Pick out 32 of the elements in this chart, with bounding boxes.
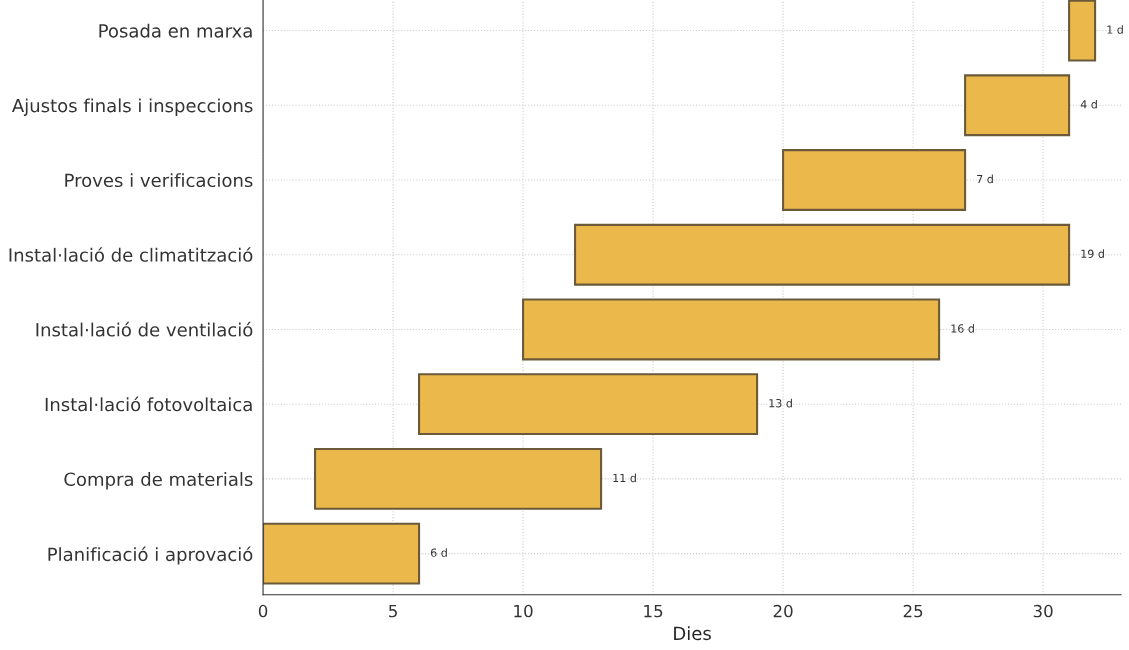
bar bbox=[782, 149, 967, 211]
x-tick-label: 10 bbox=[514, 604, 533, 618]
y-tick-label: Instal·lació de ventilació bbox=[36, 321, 253, 337]
x-axis-title: Dies bbox=[674, 626, 711, 641]
bar bbox=[263, 522, 421, 585]
y-tick-label: Ajustos finals i inspeccions bbox=[11, 98, 253, 116]
bar bbox=[1068, 0, 1097, 62]
data-label: 11 d bbox=[613, 473, 636, 483]
x-tick-label: 25 bbox=[903, 604, 923, 618]
y-tick-label: Instal·lació de climatització bbox=[9, 247, 253, 262]
bar bbox=[314, 447, 603, 510]
x-tick-label: 5 bbox=[389, 604, 397, 618]
y-tick-label: Proves i verificacions bbox=[65, 173, 253, 188]
bar bbox=[418, 373, 759, 436]
x-tick-label: 30 bbox=[1033, 604, 1053, 618]
x-tick-label: 20 bbox=[773, 604, 793, 618]
x-tick-label: 15 bbox=[644, 604, 663, 618]
data-label: 19 d bbox=[1081, 249, 1104, 258]
bar bbox=[964, 74, 1071, 137]
y-tick-label: Posada en marxa bbox=[99, 23, 252, 38]
data-label: 1 d bbox=[1107, 25, 1123, 34]
y-tick-label: Instal·lació fotovoltaica bbox=[45, 396, 252, 412]
y-tick-label: Compra de materials bbox=[64, 472, 253, 490]
data-label: 6 d bbox=[430, 548, 447, 557]
data-label: 13 d bbox=[769, 398, 792, 408]
y-tick-label: Planificació i aprovació bbox=[48, 546, 253, 565]
x-tick-label: 0 bbox=[258, 604, 268, 618]
data-label: 16 d bbox=[951, 324, 974, 333]
bar bbox=[574, 223, 1071, 286]
data-label: 7 d bbox=[977, 174, 993, 184]
bar bbox=[522, 298, 941, 361]
data-label: 4 d bbox=[1080, 99, 1097, 109]
